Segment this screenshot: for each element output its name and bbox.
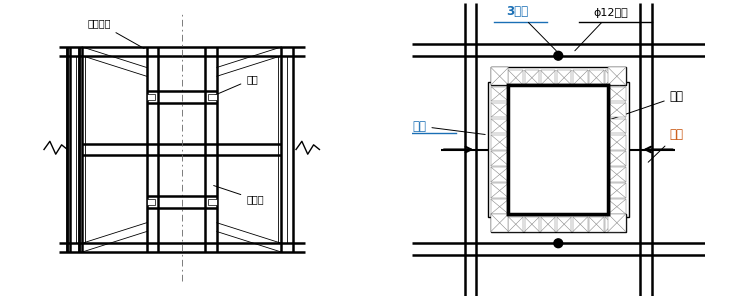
Bar	[491, 86, 508, 101]
Bar	[147, 94, 155, 100]
Bar	[556, 70, 571, 85]
Bar	[573, 70, 588, 85]
Bar	[491, 119, 508, 133]
Bar	[608, 103, 625, 117]
Bar	[208, 94, 217, 100]
Text: 3型卡: 3型卡	[506, 5, 556, 51]
Text: 柱箍: 柱箍	[214, 74, 258, 96]
Bar	[541, 70, 555, 85]
Bar	[147, 199, 155, 205]
Text: 木枋: 木枋	[412, 120, 485, 135]
Bar	[491, 151, 508, 166]
Bar	[491, 135, 508, 150]
Bar	[608, 151, 625, 166]
Bar	[608, 82, 628, 217]
Bar	[605, 217, 620, 231]
Bar	[491, 214, 508, 231]
Bar	[541, 217, 555, 231]
Bar	[608, 119, 625, 133]
Text: 钢管: 钢管	[648, 128, 684, 162]
Bar	[491, 214, 625, 231]
Circle shape	[554, 51, 562, 60]
Bar	[608, 183, 625, 198]
Bar	[508, 85, 608, 214]
Bar	[589, 217, 604, 231]
Text: 满堂支架: 满堂支架	[88, 19, 144, 48]
Bar	[208, 199, 217, 205]
Bar	[508, 217, 523, 231]
Bar	[525, 217, 539, 231]
Bar	[491, 68, 625, 85]
Bar	[491, 199, 508, 214]
Bar	[608, 167, 625, 182]
Bar	[608, 214, 625, 231]
Text: 模板: 模板	[610, 90, 684, 119]
Bar	[556, 217, 571, 231]
Text: 柱模板: 柱模板	[214, 186, 264, 204]
Circle shape	[554, 239, 562, 248]
Text: ϕ12螺杆: ϕ12螺杆	[575, 8, 628, 51]
Bar	[488, 82, 508, 217]
Bar	[589, 70, 604, 85]
Bar	[508, 85, 608, 214]
Bar	[608, 199, 625, 214]
Bar	[525, 70, 539, 85]
Bar	[491, 183, 508, 198]
Bar	[608, 86, 625, 101]
Bar	[608, 135, 625, 150]
Bar	[573, 217, 588, 231]
Bar	[491, 167, 508, 182]
Bar	[491, 68, 508, 85]
Bar	[508, 70, 523, 85]
Bar	[605, 70, 620, 85]
Bar	[491, 103, 508, 117]
Bar	[608, 68, 625, 85]
